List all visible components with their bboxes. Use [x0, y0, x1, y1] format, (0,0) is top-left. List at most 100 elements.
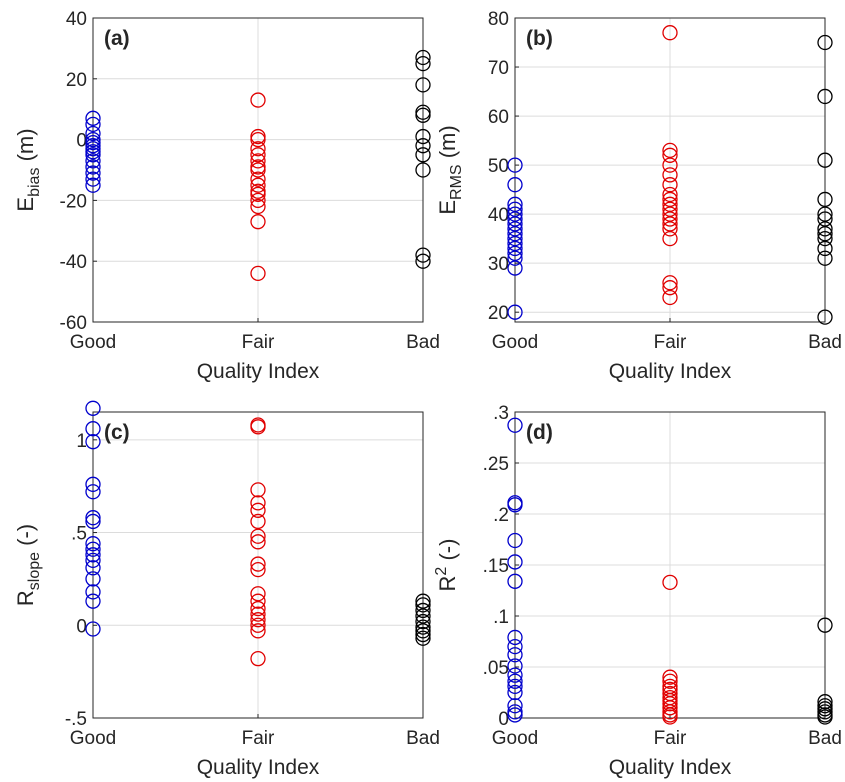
data-point-good: [507, 211, 523, 227]
data-point-bad: [817, 152, 833, 168]
data-point-fair: [662, 696, 678, 712]
data-point-fair: [662, 191, 678, 208]
data-point-good: [507, 196, 523, 212]
y-tick-label: .1: [493, 607, 509, 628]
data-point-good: [507, 707, 523, 723]
data-point-fair: [662, 669, 678, 685]
x-tick-label-fair: Fair: [654, 728, 687, 749]
data-point-fair: [662, 177, 678, 193]
x-tick-label-bad: Bad: [808, 728, 842, 749]
data-point-good: [507, 638, 523, 655]
data-point-fair: [662, 673, 678, 689]
y-tick-label: 80: [488, 9, 509, 30]
y-tick-label: .25: [483, 454, 509, 475]
data-point-bad: [415, 619, 431, 635]
panel-d: 0 .05 .1 .15 .2 .25 .3 Good Fair Bad Quality Index…: [433, 403, 842, 779]
data-point-good: [507, 532, 523, 549]
data-point-good: [507, 698, 523, 714]
data-point-good: [507, 201, 523, 217]
data-point-good: [85, 541, 101, 557]
y-tick-label: .2: [493, 505, 509, 526]
data-point-fair: [250, 586, 266, 602]
data-point-good: [507, 647, 523, 663]
y-tick-label: .15: [483, 556, 509, 577]
data-point-good: [507, 157, 523, 173]
panel-b: 20 30 40 50 60 70 80 Good Fair Bad Quality Index ER…: [435, 9, 842, 383]
data-point-bad: [415, 107, 431, 123]
data-point-fair: [250, 528, 266, 544]
data-point-fair: [250, 131, 266, 148]
data-point-bad: [817, 34, 833, 51]
data-point-fair: [250, 162, 266, 178]
data-point-bad: [415, 162, 431, 178]
data-point-good: [507, 673, 523, 689]
data-point-good: [507, 240, 523, 257]
y-tick-label: -20: [60, 191, 87, 212]
x-tick-label-bad: Bad: [406, 728, 440, 749]
data-point-bad: [415, 597, 431, 613]
data-point-bad: [415, 608, 431, 624]
data-point-good: [85, 513, 101, 530]
data-point-bad: [415, 253, 431, 269]
data-point-fair: [662, 157, 678, 173]
data-point-good: [507, 417, 523, 433]
data-point-fair: [250, 147, 266, 163]
data-point-bad: [817, 211, 833, 227]
data-point-fair: [250, 513, 266, 530]
data-point-good: [507, 230, 523, 247]
data-point-bad: [817, 240, 833, 257]
y-tick-label: 40: [488, 205, 509, 226]
y-tick-label: .3: [493, 403, 509, 424]
data-point-bad: [817, 88, 833, 105]
data-point-good: [85, 571, 101, 587]
data-point-good: [507, 497, 523, 513]
data-point-fair: [662, 709, 678, 725]
data-point-bad: [817, 221, 833, 237]
data-point-good: [85, 484, 101, 500]
data-point-good: [507, 177, 523, 193]
panel-label: (b): [526, 27, 553, 50]
data-point-fair: [662, 25, 678, 41]
data-point-fair: [250, 171, 266, 187]
data-point-fair: [250, 593, 266, 609]
panel-label: (d): [526, 421, 553, 444]
data-point-good: [507, 684, 523, 701]
data-point-good: [85, 552, 101, 569]
y-tick-label: .05: [483, 658, 509, 679]
data-point-fair: [250, 612, 266, 628]
data-point-good: [507, 245, 523, 262]
data-point-good: [85, 621, 101, 637]
data-point-good: [85, 434, 101, 450]
data-point-bad: [817, 226, 833, 242]
data-point-bad: [415, 55, 431, 72]
data-point-fair: [250, 153, 266, 169]
data-point-bad: [415, 602, 431, 619]
y-tick-label: 0: [498, 709, 509, 730]
data-point-bad: [415, 630, 431, 646]
data-point-bad: [415, 247, 431, 263]
data-point-fair: [250, 419, 266, 435]
data-point-bad: [817, 250, 833, 266]
data-point-good: [507, 554, 523, 570]
panel-label: (a): [104, 27, 130, 50]
data-point-bad: [415, 77, 431, 93]
data-point-good: [507, 573, 523, 589]
data-point-bad: [415, 138, 431, 154]
data-point-bad: [817, 694, 833, 710]
data-point-bad: [817, 191, 833, 208]
data-point-fair: [250, 186, 266, 202]
y-tick-label: 20: [66, 70, 87, 91]
y-axis-label: Ebias (m): [13, 128, 43, 211]
x-tick-label-fair: Fair: [242, 728, 275, 749]
data-point-bad: [415, 626, 431, 643]
data-point-good: [85, 177, 101, 193]
data-point-good: [85, 536, 101, 552]
data-point-fair: [250, 198, 266, 215]
data-point-good: [507, 658, 523, 674]
data-point-good: [507, 304, 523, 320]
x-tick-label-fair: Fair: [654, 332, 687, 353]
x-tick-label-good: Good: [70, 728, 116, 749]
data-point-fair: [250, 534, 266, 550]
data-point-fair: [250, 556, 266, 572]
data-point-fair: [250, 265, 266, 282]
